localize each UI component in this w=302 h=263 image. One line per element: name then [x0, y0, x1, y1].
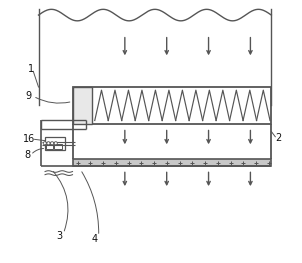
Bar [72, 87, 92, 124]
Circle shape [47, 142, 50, 145]
Text: 4: 4 [92, 234, 98, 244]
Circle shape [43, 142, 46, 145]
Bar [45, 137, 65, 150]
Text: 9: 9 [25, 91, 31, 101]
Bar [54, 144, 62, 149]
Bar [46, 144, 53, 149]
Text: 8: 8 [24, 150, 30, 160]
Text: 1: 1 [27, 64, 34, 74]
Text: 3: 3 [56, 231, 63, 241]
Bar [72, 87, 271, 124]
Text: 16: 16 [23, 134, 35, 144]
Circle shape [54, 142, 57, 145]
Bar [72, 159, 271, 166]
Circle shape [50, 142, 54, 145]
Text: 2: 2 [275, 133, 281, 143]
